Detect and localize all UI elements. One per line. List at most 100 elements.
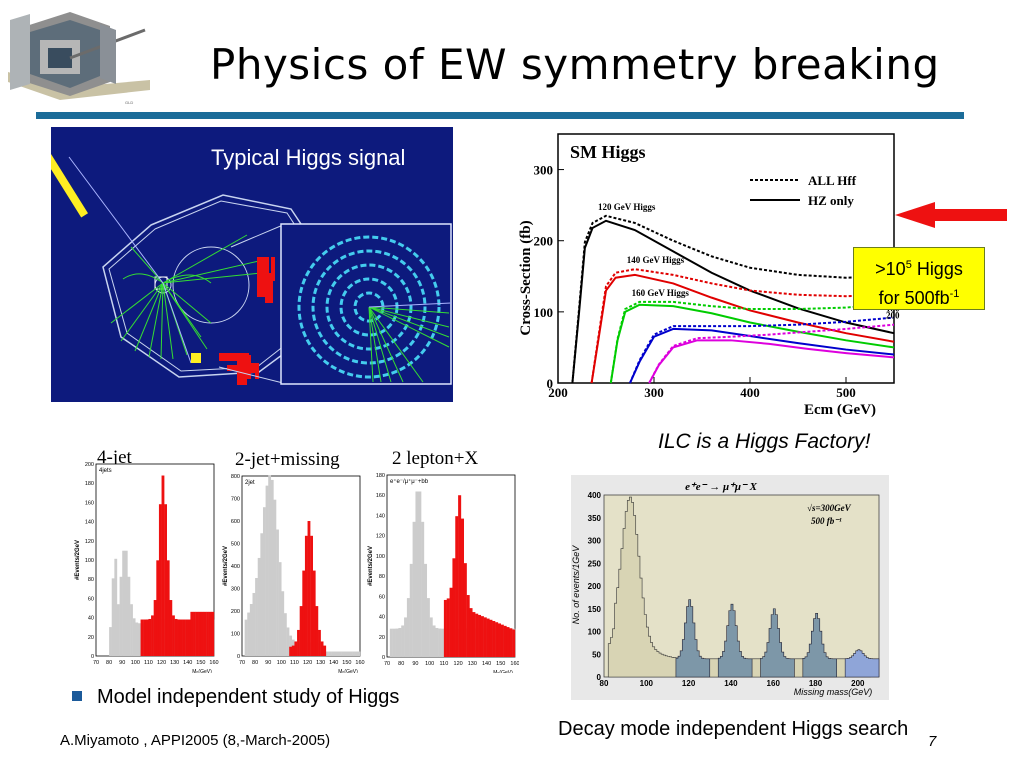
- histogram-bar: [412, 521, 416, 657]
- slide-footer: A.Miyamoto , APPI2005 (8,-March-2005): [60, 732, 331, 749]
- title-underline: [36, 112, 964, 119]
- histogram-bar: [206, 611, 209, 656]
- xsec-series-hz-line: [629, 327, 895, 384]
- histogram-bar: [289, 646, 293, 656]
- histogram-bar: [432, 625, 436, 657]
- histogram-bar: [429, 617, 433, 657]
- histogram-bar: [122, 550, 126, 656]
- recoil-peak: [802, 613, 837, 678]
- histogram-bar: [398, 627, 402, 657]
- histogram-x-tick-label: 100: [131, 660, 140, 666]
- histogram-x-tick-label: 130: [468, 661, 477, 667]
- xsec-series-label: 200 GeV Higgs: [886, 311, 900, 321]
- histogram-bar: [458, 495, 462, 657]
- recoil-peak: [844, 649, 880, 678]
- event-display-panel: Typical Higgs signal: [51, 127, 453, 402]
- xsec-legend-label: ALL Hff: [808, 173, 857, 188]
- histogram-x-tick-label: 160: [510, 661, 519, 667]
- recoil-x-tick-label: 140: [724, 679, 738, 688]
- histogram-bar: [127, 576, 131, 656]
- mass-histogram-4jet: 4jets #Events/2GeV Mₕ(GeV) 70 80 90 100 110 120 1…: [75, 462, 219, 673]
- histogram-bar: [151, 615, 154, 656]
- histogram-x-tick-label: 130: [316, 660, 325, 666]
- histogram-bar: [500, 624, 504, 657]
- recoil-y-tick-label: 300: [588, 537, 602, 546]
- histogram-bar: [174, 618, 178, 656]
- histogram-bar: [418, 491, 422, 657]
- xsec-x-tick-label: 200: [548, 385, 568, 400]
- histogram-bar: [478, 614, 482, 657]
- xsec-series-all-line: [609, 300, 895, 384]
- recoil-y-tick-label: 350: [588, 514, 602, 523]
- recoil-ylabel: No. of events/1GeV: [571, 545, 581, 625]
- xsec-legend-label: HZ only: [808, 193, 854, 208]
- xsec-series-label: 120 GeV Higgs: [598, 202, 656, 212]
- histogram-bar: [291, 645, 295, 656]
- histogram-x-tick-label: 110: [290, 660, 299, 666]
- histogram-x-tick-label: 150: [496, 661, 505, 667]
- histogram-bar: [278, 562, 282, 656]
- histogram-bar: [145, 619, 149, 656]
- xsec-y-tick-label: 0: [547, 376, 554, 391]
- red-arrow-icon: [895, 202, 1007, 228]
- histogram-bar: [164, 504, 167, 656]
- histogram-y-tick-label: 40: [88, 616, 94, 622]
- histogram-bar: [143, 619, 147, 656]
- histogram-x-tick-label: 80: [252, 660, 258, 666]
- histogram-bar: [286, 627, 290, 656]
- histogram-y-tick-label: 120: [376, 534, 385, 540]
- histogram-y-tick-label: 80: [379, 574, 385, 580]
- histogram-bar: [354, 651, 358, 656]
- histogram-bar: [211, 611, 215, 656]
- histogram-bar: [304, 535, 308, 656]
- histogram-x-tick-label: 80: [398, 661, 404, 667]
- histogram-bar: [512, 629, 516, 657]
- histogram-bar: [299, 606, 303, 656]
- recoil-y-tick-label: 100: [588, 628, 602, 637]
- recoil-y-tick-label: 50: [592, 650, 601, 659]
- histogram-bar: [249, 604, 253, 656]
- histogram-bar: [262, 507, 266, 656]
- recoil-y-tick-label: 400: [588, 491, 602, 500]
- histogram-y-tick-label: 600: [231, 519, 240, 525]
- histogram-bar: [177, 619, 181, 656]
- histogram-x-tick-label: 110: [144, 660, 153, 666]
- histogram-bar: [320, 641, 324, 656]
- svg-text:GLD: GLD: [125, 100, 133, 105]
- detector-logo: GLD: [8, 12, 150, 105]
- histogram-y-tick-label: 20: [88, 635, 94, 641]
- histogram-bar: [109, 627, 112, 656]
- histogram-bar: [492, 621, 496, 657]
- histogram-bar: [289, 635, 293, 656]
- histogram-bar: [302, 570, 306, 656]
- histogram-bar: [158, 504, 162, 656]
- histogram-x-tick-label: 90: [119, 660, 125, 666]
- histogram-x-tick-label: 130: [170, 660, 179, 666]
- histogram-bar: [466, 595, 470, 657]
- histogram-bar: [443, 599, 447, 657]
- xsec-x-tick-label: 300: [644, 385, 664, 400]
- recoil-peak: [717, 603, 753, 678]
- histogram-bar: [260, 533, 264, 656]
- recoil-y-tick-label: 200: [588, 582, 602, 591]
- histogram-bar: [283, 613, 287, 656]
- vertex-detector-ring: [297, 235, 441, 379]
- histogram-y-tick-label: 0: [91, 654, 94, 660]
- histogram-y-tick-label: 100: [231, 632, 240, 638]
- histogram-title: e⁺e⁻/μ⁺μ⁻+bb: [390, 478, 429, 485]
- recoil-x-tick-label: 200: [851, 679, 865, 688]
- recoil-x-tick-label: 120: [682, 679, 696, 688]
- recoil-x-tick-label: 80: [600, 679, 609, 688]
- histogram-bar: [438, 628, 442, 657]
- histogram-xlabel: Mₕ(GeV): [338, 669, 358, 673]
- histogram-bar: [435, 627, 439, 657]
- histogram-bar: [404, 617, 408, 657]
- histogram-bar: [114, 558, 118, 656]
- histogram-bar: [506, 627, 510, 657]
- histogram-bar: [312, 570, 316, 656]
- histogram-bar: [255, 578, 258, 656]
- histogram-y-tick-label: 800: [231, 474, 240, 480]
- histogram-title: 4jets: [99, 468, 112, 474]
- histogram-y-tick-label: 120: [85, 539, 94, 545]
- histogram-bar: [208, 611, 212, 656]
